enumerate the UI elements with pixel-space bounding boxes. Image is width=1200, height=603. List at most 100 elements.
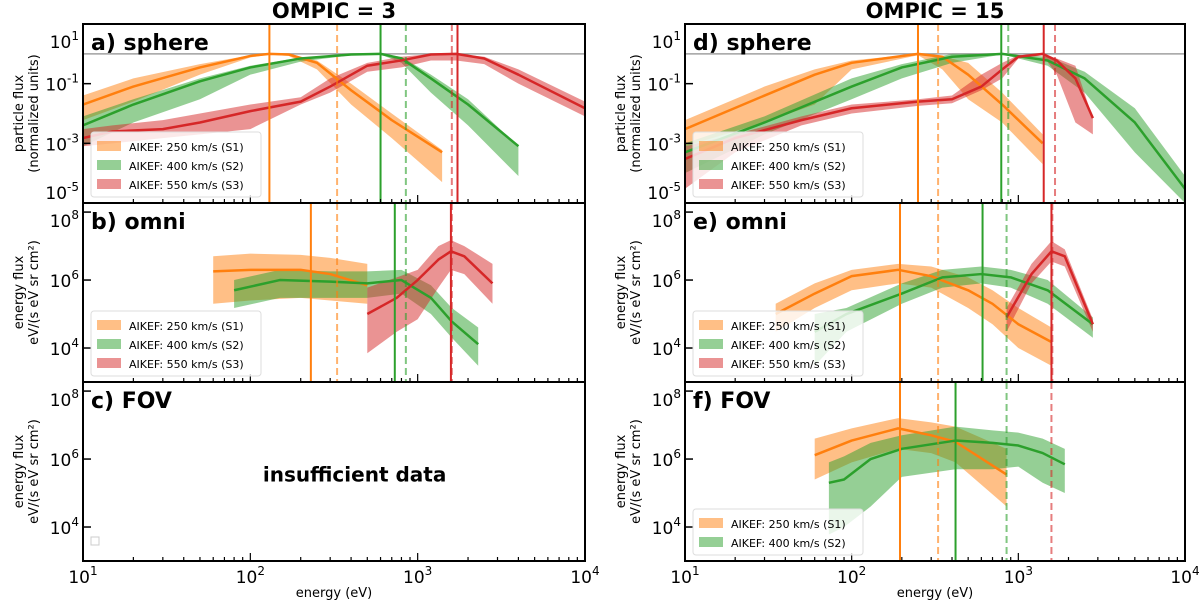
y-tick-label: 106 bbox=[50, 447, 79, 471]
tick-base: 10 bbox=[45, 184, 67, 204]
line-S3 bbox=[83, 52, 585, 140]
tick-base: 10 bbox=[403, 568, 425, 588]
y-tick-label: 104 bbox=[652, 336, 681, 360]
tick-exponent: 6 bbox=[71, 447, 79, 461]
legend: AIKEF: 250 km/s (S1) AIKEF: 400 km/s (S2)… bbox=[692, 131, 864, 198]
tick-exponent: -1 bbox=[669, 72, 681, 86]
annotation: insufficient data bbox=[263, 463, 446, 487]
tick-base: 10 bbox=[1004, 568, 1026, 588]
legend-label: AIKEF: 400 km/s (S2) bbox=[129, 339, 244, 352]
legend-swatch-S1 bbox=[699, 518, 723, 528]
tick-exponent: -5 bbox=[67, 180, 79, 194]
tick-exponent: 3 bbox=[425, 564, 433, 578]
y-label-line1: energy flux bbox=[614, 434, 629, 508]
x-tick-label: 101 bbox=[68, 564, 97, 588]
legend-label: AIKEF: 250 km/s (S1) bbox=[731, 320, 846, 333]
tick-exponent: 1 bbox=[692, 564, 700, 578]
y-label-line1: energy flux bbox=[12, 434, 27, 508]
tick-exponent: 4 bbox=[592, 564, 600, 578]
legend-label: AIKEF: 250 km/s (S1) bbox=[731, 141, 846, 154]
y-label-line2: eV/(s eV sr cm²) bbox=[629, 419, 644, 524]
tick-base: 10 bbox=[50, 272, 72, 292]
legend-label: AIKEF: 250 km/s (S1) bbox=[731, 518, 846, 531]
band-S3 bbox=[83, 53, 585, 147]
y-label-line2: (normalized units) bbox=[27, 54, 42, 172]
legend-label: AIKEF: 250 km/s (S1) bbox=[129, 320, 244, 333]
legend-swatch-S3 bbox=[97, 358, 121, 368]
y-tick-label: 108 bbox=[652, 208, 681, 232]
panel-label: d) sphere bbox=[693, 31, 812, 56]
y-tick-label: 10-1 bbox=[647, 72, 681, 96]
y-label-line1: energy flux bbox=[12, 255, 27, 329]
tick-exponent: -3 bbox=[67, 131, 79, 145]
legend-label: AIKEF: 250 km/s (S1) bbox=[129, 141, 244, 154]
x-tick-label: 104 bbox=[570, 564, 599, 588]
line-S1 bbox=[814, 427, 1008, 476]
legend-label: AIKEF: 550 km/s (S3) bbox=[129, 358, 244, 371]
tick-exponent: 1 bbox=[90, 564, 98, 578]
tick-base: 10 bbox=[652, 340, 674, 360]
legend-swatch-S1 bbox=[97, 141, 121, 151]
tick-base: 10 bbox=[50, 391, 72, 411]
legend-swatch-S3 bbox=[97, 179, 121, 189]
x-tick-label: 101 bbox=[670, 564, 699, 588]
legend: AIKEF: 250 km/s (S1) AIKEF: 400 km/s (S2)… bbox=[90, 131, 262, 198]
y-tick-label: 108 bbox=[50, 387, 79, 411]
legend-box bbox=[90, 131, 262, 198]
legend-label: AIKEF: 550 km/s (S3) bbox=[731, 358, 846, 371]
tick-base: 10 bbox=[236, 568, 258, 588]
legend: AIKEF: 250 km/s (S1) AIKEF: 400 km/s (S2)… bbox=[692, 310, 864, 377]
tick-exponent: 4 bbox=[673, 336, 681, 350]
tick-exponent: 1 bbox=[71, 29, 79, 43]
legend-swatch-S2 bbox=[97, 339, 121, 349]
x-tick-label: 102 bbox=[837, 564, 866, 588]
legend-swatch-S2 bbox=[699, 160, 723, 170]
legend-swatch-S2 bbox=[699, 339, 723, 349]
legend-label: AIKEF: 400 km/s (S2) bbox=[731, 537, 846, 550]
band-S2 bbox=[234, 269, 479, 366]
y-tick-label: 108 bbox=[652, 387, 681, 411]
line-S2 bbox=[685, 52, 1185, 190]
band-S1 bbox=[685, 53, 1043, 165]
tick-exponent: 4 bbox=[71, 336, 79, 350]
legend-swatch-S3 bbox=[699, 358, 723, 368]
tick-base: 10 bbox=[50, 340, 72, 360]
tick-base: 10 bbox=[50, 451, 72, 471]
x-axis-label: energy (eV) bbox=[296, 586, 372, 601]
y-tick-label: 108 bbox=[50, 208, 79, 232]
legend-box bbox=[90, 310, 262, 377]
tick-base: 10 bbox=[652, 451, 674, 471]
column-title: OMPIC = 15 bbox=[866, 0, 1005, 23]
panel-label: c) FOV bbox=[91, 389, 172, 414]
tick-exponent: 8 bbox=[71, 208, 79, 222]
band-S3 bbox=[685, 53, 1093, 189]
y-tick-label: 10-3 bbox=[647, 131, 681, 155]
tick-base: 10 bbox=[570, 568, 592, 588]
legend-label: AIKEF: 550 km/s (S3) bbox=[129, 179, 244, 192]
y-label-line2: eV/(s eV sr cm²) bbox=[27, 419, 42, 524]
tick-exponent: 6 bbox=[673, 268, 681, 282]
tick-exponent: 6 bbox=[71, 268, 79, 282]
legend-swatch-S1 bbox=[699, 141, 723, 151]
line-S3 bbox=[366, 250, 494, 316]
plot-area bbox=[213, 203, 494, 382]
line-S1 bbox=[213, 268, 368, 287]
y-label-line2: eV/(s eV sr cm²) bbox=[629, 240, 644, 345]
plot-area bbox=[83, 24, 585, 203]
tick-exponent: 8 bbox=[673, 208, 681, 222]
tick-base: 10 bbox=[837, 568, 859, 588]
legend-box bbox=[692, 310, 864, 377]
line-S2 bbox=[233, 278, 480, 346]
tick-base: 10 bbox=[647, 184, 669, 204]
y-label-line2: (normalized units) bbox=[629, 54, 644, 172]
tick-base: 10 bbox=[652, 212, 674, 232]
tick-base: 10 bbox=[652, 272, 674, 292]
tick-base: 10 bbox=[50, 519, 72, 539]
legend-label: AIKEF: 400 km/s (S2) bbox=[731, 160, 846, 173]
tick-base: 10 bbox=[647, 135, 669, 155]
x-axis-label: energy (eV) bbox=[897, 586, 973, 601]
tick-exponent: 4 bbox=[71, 515, 79, 529]
legend-label: AIKEF: 550 km/s (S3) bbox=[731, 179, 846, 192]
